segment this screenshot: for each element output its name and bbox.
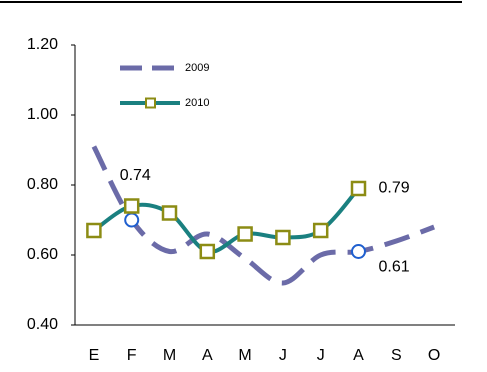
marker bbox=[351, 244, 366, 259]
data-label: 0.61 bbox=[379, 259, 410, 276]
marker bbox=[350, 180, 367, 197]
x-tick-label: O bbox=[428, 347, 440, 364]
marker bbox=[161, 205, 178, 221]
marker bbox=[312, 222, 329, 239]
y-tick-label: 1.00 bbox=[27, 106, 58, 123]
x-tick-label: S bbox=[391, 347, 402, 364]
x-tick-label: M bbox=[163, 347, 176, 364]
x-tick-label: E bbox=[89, 347, 100, 364]
marker bbox=[123, 198, 140, 214]
x-tick-label: A bbox=[353, 347, 364, 364]
marker bbox=[86, 222, 102, 239]
y-tick-label: 1.20 bbox=[27, 36, 58, 53]
marker bbox=[237, 226, 253, 242]
x-tick-label: F bbox=[127, 347, 137, 364]
legend-label: 2010 bbox=[185, 97, 209, 109]
data-label: 0.74 bbox=[120, 167, 151, 184]
y-tick-label: 0.40 bbox=[27, 316, 58, 333]
x-tick-label: J bbox=[317, 347, 325, 364]
x-tick-label: J bbox=[279, 347, 287, 364]
legend-label: 2009 bbox=[185, 62, 209, 74]
marker bbox=[275, 229, 291, 246]
series-line bbox=[91, 145, 435, 286]
x-tick-label: A bbox=[202, 347, 213, 364]
y-tick-label: 0.80 bbox=[27, 176, 58, 193]
marker bbox=[199, 243, 216, 260]
data-label: 0.79 bbox=[379, 180, 410, 197]
x-tick-label: M bbox=[238, 347, 251, 364]
legend-marker bbox=[145, 97, 156, 109]
y-tick-label: 0.60 bbox=[27, 246, 58, 263]
marker bbox=[124, 212, 140, 228]
